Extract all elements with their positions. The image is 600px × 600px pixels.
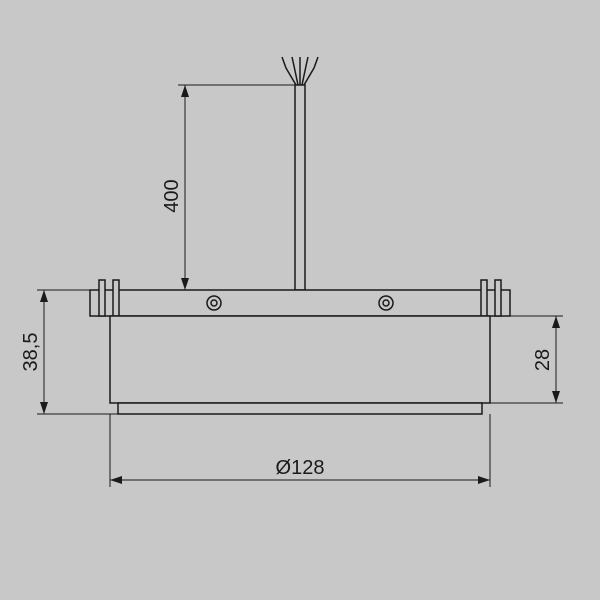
- mount-plate: [90, 290, 510, 316]
- dim-diameter-label: Ø128: [276, 457, 325, 479]
- dim-28: 28: [490, 316, 563, 403]
- dim-385-label: 38,5: [20, 333, 42, 372]
- stem: [295, 85, 305, 290]
- body: [110, 316, 490, 403]
- dim-diameter: Ø128: [110, 414, 490, 487]
- dim-28-label: 28: [532, 349, 554, 371]
- wire-cluster: [282, 57, 318, 85]
- lens-strip: [118, 403, 482, 414]
- dimension-drawing: 400 38,5 28 Ø128: [0, 0, 600, 600]
- dim-400: 400: [161, 85, 300, 290]
- dim-400-label: 400: [161, 179, 183, 212]
